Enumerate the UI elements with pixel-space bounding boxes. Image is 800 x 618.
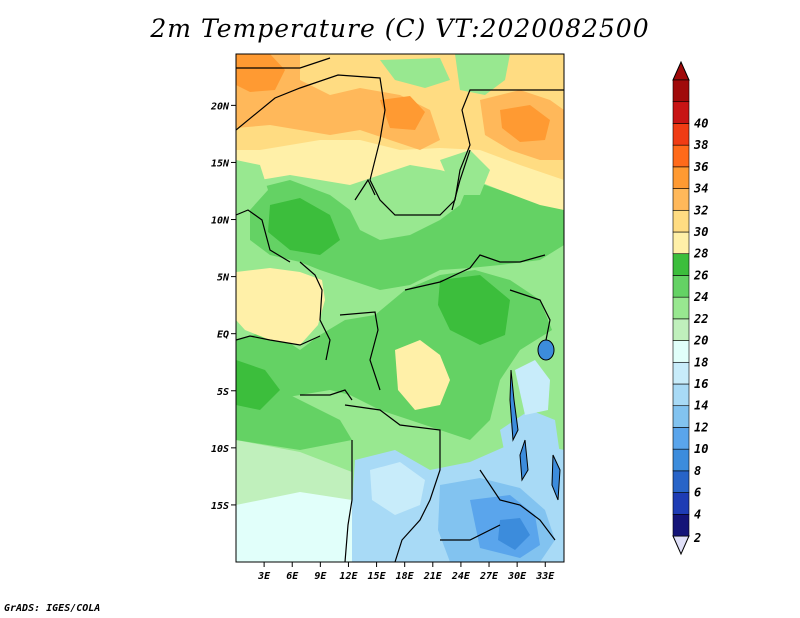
country-borders	[236, 57, 564, 562]
colorbar-swatch	[672, 79, 690, 103]
colorbar-label: 38	[693, 138, 708, 152]
colorbar-label: 20	[693, 334, 708, 348]
footer-credit: GrADS: IGES/COLA	[4, 603, 101, 614]
colorbar-label: 34	[693, 182, 708, 196]
lat-tick-label: 20N	[210, 101, 230, 112]
lon-tick-label: 12E	[339, 571, 358, 582]
lat-tick-label: 15S	[211, 501, 229, 512]
colorbar-label: 24	[693, 290, 708, 304]
lat-tick-label: 10N	[211, 216, 230, 227]
colorbar-swatch	[672, 361, 690, 385]
colorbar-swatch	[672, 470, 690, 493]
chart-title: 2m Temperature (C) VT:2020082500	[150, 14, 650, 43]
colorbar-label: 32	[693, 203, 708, 217]
lat-tick-label: 5N	[217, 273, 230, 284]
colorbar-swatch	[672, 231, 690, 255]
colorbar-label: 18	[694, 355, 708, 369]
colorbar-swatch	[672, 405, 690, 428]
colorbar-label: 8	[694, 464, 701, 478]
lon-tick-label: 15E	[368, 571, 387, 582]
colorbar-swatch	[672, 318, 690, 341]
colorbar-label: 30	[693, 225, 708, 239]
colorbar-label: 36	[693, 160, 708, 174]
colorbar-label: 22	[693, 312, 708, 326]
lon-tick-label: 18E	[396, 571, 415, 582]
lat-tick-label: 10S	[211, 444, 229, 455]
lat-tick-label: EQ	[217, 330, 229, 341]
longitude-axis: 3E 6E 9E 12E 15E 18E 21E 24E 27E 30E 33E	[257, 562, 555, 582]
lon-tick-label: 9E	[314, 571, 327, 582]
lat-tick-label: 15N	[211, 158, 230, 169]
colorbar-swatch	[672, 427, 690, 450]
colorbar-swatch	[672, 383, 690, 407]
colorbar-label: 26	[693, 268, 708, 282]
colorbar-label: 6	[694, 486, 701, 500]
colorbar-swatch	[672, 275, 690, 298]
lon-tick-label: 3E	[257, 571, 271, 582]
latitude-axis: 20N 15N 10N 5N EQ 5S 10S 15S	[210, 101, 236, 512]
colorbar-swatch	[672, 209, 690, 233]
colorbar-swatch	[672, 123, 690, 146]
lon-tick-label: 33E	[535, 571, 555, 582]
lon-tick-label: 21E	[423, 571, 443, 582]
colorbar-swatch	[672, 513, 690, 537]
colorbar-swatch	[672, 340, 690, 363]
colorbar-bottom-arrow	[672, 535, 690, 556]
colorbar-swatch	[672, 492, 690, 515]
colorbar-swatch	[672, 144, 690, 168]
lon-tick-label: 27E	[479, 571, 499, 582]
colorbar-swatch	[672, 188, 690, 211]
colorbar-label: 12	[694, 420, 708, 434]
plot-frame	[235, 53, 565, 563]
colorbar-label: 2	[693, 531, 701, 545]
colorbar-swatch	[672, 253, 690, 276]
lat-tick-label: 5S	[217, 387, 229, 398]
colorbar-label: 10	[694, 442, 708, 456]
colorbar-swatch	[672, 101, 690, 124]
lon-tick-label: 30E	[507, 571, 527, 582]
colorbar-swatch	[672, 448, 690, 472]
lon-tick-label: 6E	[286, 571, 299, 582]
colorbar-label: 16	[694, 377, 708, 391]
colorbar-label: 14	[694, 399, 708, 413]
lakes	[509, 339, 561, 501]
colorbar-label: 28	[693, 247, 708, 261]
colorbar-swatch	[672, 166, 690, 189]
colorbar-top-arrow	[672, 60, 690, 81]
lon-tick-label: 24E	[451, 571, 471, 582]
colorbar-swatch	[672, 296, 690, 320]
colorbar-label: 40	[694, 116, 708, 130]
colorbar-label: 4	[694, 507, 701, 521]
temperature-field	[236, 54, 564, 562]
